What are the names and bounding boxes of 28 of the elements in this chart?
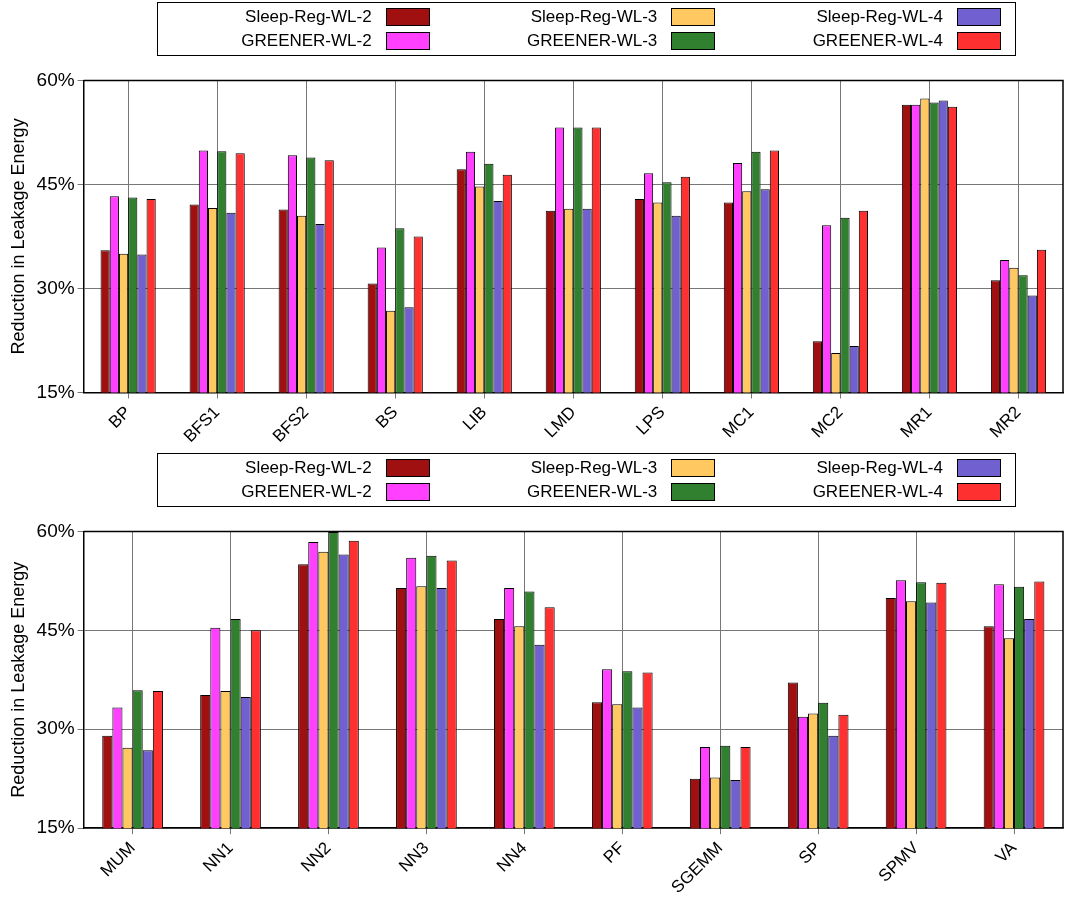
legend-label: GREENER-WL-2: [241, 31, 372, 51]
y-tick-label: 15%: [36, 380, 75, 402]
legend-label: GREENER-WL-2: [241, 482, 372, 502]
y-tick-label: 60%: [36, 519, 75, 541]
y-axis-title: Reduction in Leakage Energy: [7, 118, 28, 355]
x-tick-label: VA: [991, 837, 1021, 867]
legend-label: GREENER-WL-3: [526, 31, 658, 51]
legend-label: Sleep-Reg-WL-3: [530, 7, 658, 27]
y-axis-title: Reduction in Leakage Energy: [7, 561, 28, 798]
legend-label: Sleep-Reg-WL-2: [245, 7, 372, 27]
x-tick-label: SP: [794, 838, 825, 868]
x-tick-label: BP: [104, 402, 135, 432]
y-tick-label: 15%: [36, 816, 75, 838]
y-tick-label: 45%: [36, 172, 75, 194]
legend-label: Sleep-Reg-WL-2: [245, 458, 372, 478]
x-tick-label: BS: [371, 402, 402, 432]
x-tick-label: LIB: [458, 402, 491, 434]
x-tick-label: PF: [599, 838, 629, 867]
y-tick-label: 30%: [36, 276, 75, 298]
legend-label: Sleep-Reg-WL-4: [816, 7, 943, 27]
legend-label: GREENER-WL-3: [526, 482, 658, 502]
legend-label: Sleep-Reg-WL-4: [816, 458, 943, 478]
y-tick-label: 60%: [36, 68, 75, 90]
y-tick-label: 30%: [36, 717, 75, 739]
legend-label: GREENER-WL-4: [812, 482, 943, 502]
y-tick-label: 45%: [36, 618, 75, 640]
legend-label: Sleep-Reg-WL-3: [530, 458, 658, 478]
legend-label: GREENER-WL-4: [812, 31, 943, 51]
